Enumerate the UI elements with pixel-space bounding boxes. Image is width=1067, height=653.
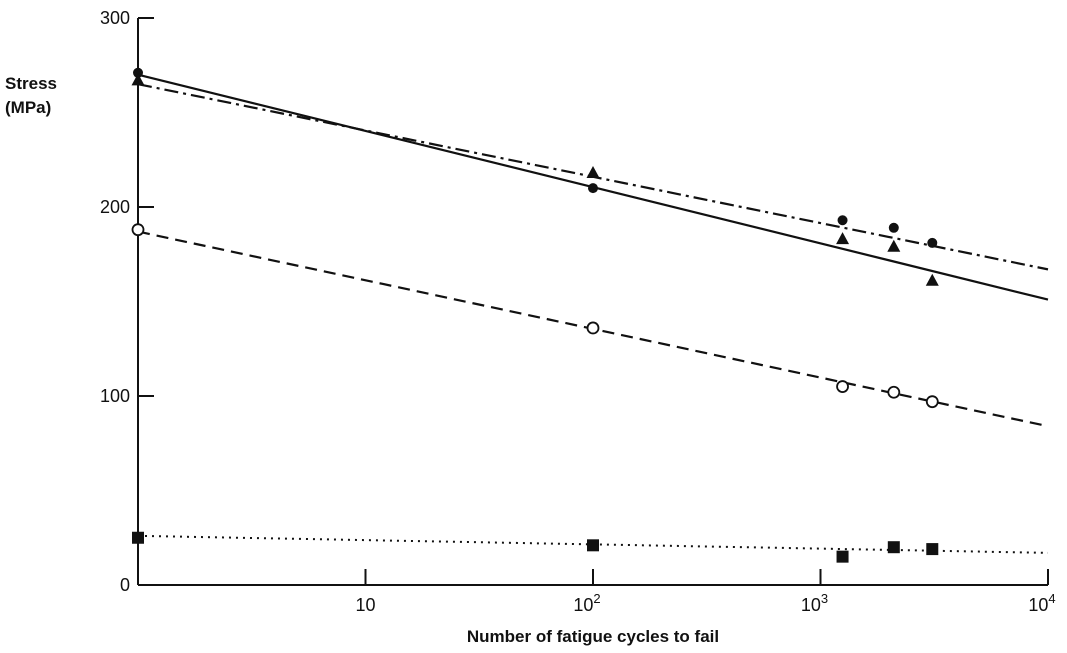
data-point-filled-circle [133, 67, 143, 78]
x-tick-label-exponent: 3 [821, 591, 828, 606]
data-point-filled-circle [888, 222, 899, 233]
data-point-filled-square [887, 541, 900, 554]
x-tick-label: 102 [573, 591, 600, 615]
y-axis-title-line-1: Stress [5, 74, 57, 93]
fit-lines [137, 73, 1049, 554]
y-axis-title-line-2: (MPa) [5, 98, 51, 117]
data-point-filled-triangle [131, 73, 145, 86]
data-point-open-circle [586, 321, 600, 335]
y-tick-label: 300 [100, 8, 130, 28]
data-markers [131, 67, 939, 563]
data-point-open-circle [887, 385, 901, 399]
x-tick-label: 10 [355, 595, 375, 615]
x-tick-label: 104 [1028, 591, 1055, 615]
data-point-filled-circle [837, 215, 848, 226]
data-point-filled-square [587, 539, 599, 552]
data-point-filled-circle [927, 237, 938, 248]
data-point-open-circle [836, 380, 849, 393]
data-point-filled-triangle [925, 273, 939, 286]
data-point-filled-square [836, 550, 849, 563]
y-tick-label: 0 [120, 575, 130, 595]
axes [137, 18, 1048, 586]
data-point-open-circle [131, 223, 145, 237]
x-axis-title: Number of fatigue cycles to fail [467, 627, 719, 646]
y-tick-label: 100 [100, 386, 130, 406]
x-tick-label-exponent: 4 [1048, 591, 1055, 606]
x-tick-label: 103 [801, 591, 828, 615]
x-tick-label-base: 10 [801, 595, 821, 615]
x-tick-label-exponent: 2 [593, 591, 600, 606]
data-point-filled-triangle [887, 239, 901, 252]
data-point-filled-square [926, 543, 939, 556]
x-tick-label-base: 10 [1028, 595, 1048, 615]
y-tick-label: 200 [100, 197, 130, 217]
x-tick-label-base: 10 [355, 595, 375, 615]
data-point-filled-triangle [586, 165, 600, 178]
x-tick-label-base: 10 [573, 595, 593, 615]
data-point-filled-circle [588, 183, 598, 194]
data-point-open-circle [925, 395, 939, 409]
data-point-filled-triangle [836, 232, 850, 245]
data-point-filled-square [132, 531, 144, 544]
